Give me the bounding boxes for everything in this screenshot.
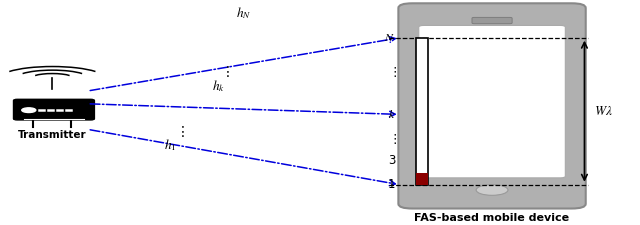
Text: $h_k$: $h_k$ (212, 78, 225, 94)
Bar (416, 38, 428, 185)
FancyBboxPatch shape (472, 17, 512, 24)
Text: Transmitter: Transmitter (18, 130, 86, 140)
Text: $\vdots$: $\vdots$ (388, 65, 396, 79)
Text: 3: 3 (388, 154, 395, 167)
Circle shape (22, 108, 36, 112)
FancyBboxPatch shape (398, 3, 586, 209)
Text: $k$: $k$ (388, 108, 395, 121)
Bar (416, 173, 428, 185)
Text: $\vdots$: $\vdots$ (388, 132, 396, 146)
FancyBboxPatch shape (13, 99, 95, 120)
Text: 1: 1 (388, 178, 395, 191)
Text: FAS-based mobile device: FAS-based mobile device (415, 214, 570, 223)
Text: $h_N$: $h_N$ (236, 5, 252, 21)
Circle shape (476, 185, 508, 195)
Text: $N$: $N$ (385, 31, 395, 44)
Text: $W\lambda$: $W\lambda$ (594, 105, 612, 118)
FancyBboxPatch shape (419, 25, 565, 178)
Text: $\vdots$: $\vdots$ (175, 124, 184, 139)
Text: $h_1$: $h_1$ (164, 137, 177, 153)
Text: $\vdots$: $\vdots$ (220, 64, 229, 79)
